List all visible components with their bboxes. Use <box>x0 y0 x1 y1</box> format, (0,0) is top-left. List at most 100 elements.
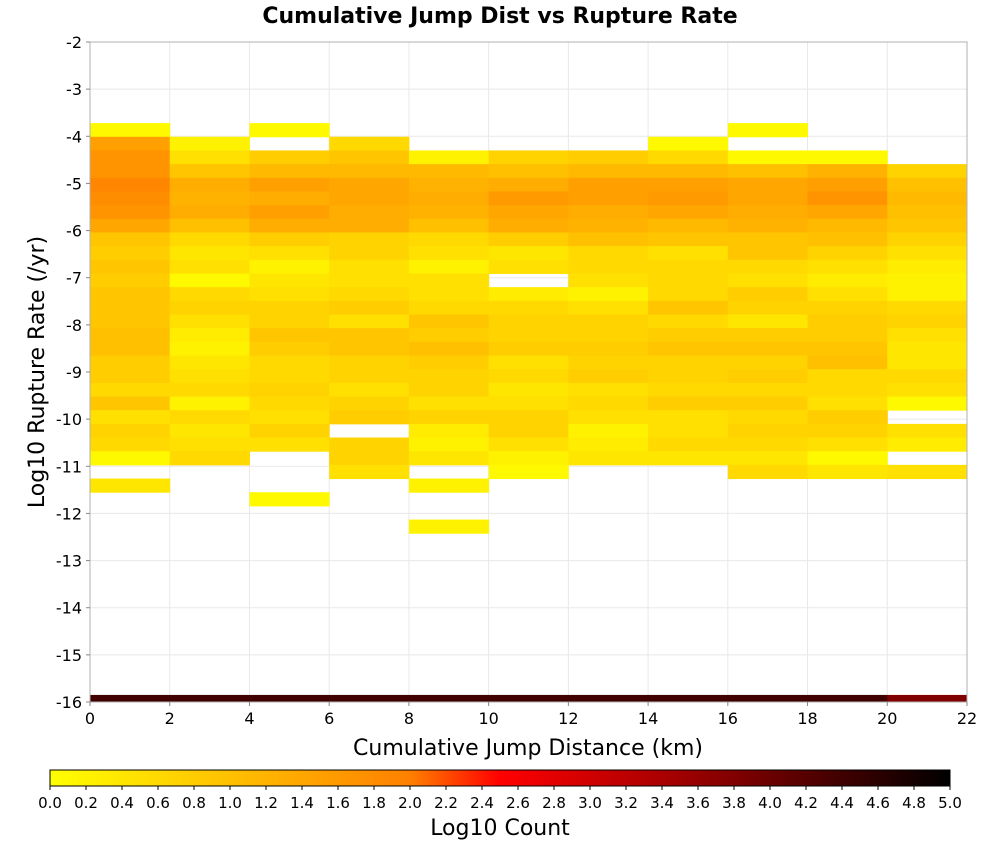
heatmap-cell <box>249 150 330 165</box>
heatmap-cell <box>408 382 490 398</box>
heatmap-cell <box>329 369 410 384</box>
x-tick-label: 20 <box>877 709 897 728</box>
heatmap-cell <box>169 136 250 151</box>
heatmap-cell <box>807 287 888 302</box>
x-tick-label: 18 <box>797 709 817 728</box>
heatmap-cell <box>887 314 968 329</box>
heatmap-cell <box>249 694 330 702</box>
y-tick-label: -6 <box>66 222 82 241</box>
heatmap-cell <box>488 464 569 480</box>
heatmap-cell <box>90 355 171 370</box>
heatmap-cell <box>727 694 809 702</box>
heatmap-cell <box>807 328 888 343</box>
heatmap-cell <box>648 694 729 702</box>
heatmap-cell <box>887 287 968 302</box>
heatmap-cell <box>249 355 330 370</box>
heatmap-cell <box>249 314 330 329</box>
heatmap-cell <box>329 451 410 466</box>
heatmap-cell <box>169 410 250 425</box>
heatmap-cell <box>90 259 171 274</box>
heatmap-cell <box>568 369 649 384</box>
heatmap-cell <box>568 314 649 329</box>
heatmap-cell <box>488 694 569 702</box>
colorbar-tick-label: 0.4 <box>110 794 134 812</box>
x-axis-label: Cumulative Jump Distance (km) <box>353 736 703 761</box>
heatmap-cell <box>887 177 968 192</box>
heatmap-cell <box>807 273 888 288</box>
heatmap-cell <box>90 396 171 411</box>
heatmap-cell <box>90 382 171 398</box>
heatmap-cell <box>408 451 490 466</box>
heatmap-cell <box>329 136 410 151</box>
colorbar-tick-label: 3.6 <box>686 794 710 812</box>
chart-title: Cumulative Jump Dist vs Rupture Rate <box>262 4 737 29</box>
heatmap-cell <box>568 273 649 288</box>
heatmap-cell <box>329 437 410 452</box>
heatmap-cell <box>329 232 410 247</box>
heatmap-cell <box>887 232 968 247</box>
heatmap-cell <box>169 437 250 452</box>
heatmap-cell <box>90 314 171 329</box>
heatmap-cell <box>329 694 410 702</box>
heatmap-cell <box>408 177 490 192</box>
heatmap-cell <box>727 314 809 329</box>
heatmap-cell <box>408 164 490 179</box>
colorbar-tick-label: 4.6 <box>866 794 890 812</box>
heatmap-cell <box>648 191 729 206</box>
heatmap-cell <box>408 259 490 274</box>
y-tick-label: -11 <box>56 457 82 476</box>
heatmap-cell <box>648 232 729 247</box>
heatmap-cell <box>568 205 649 220</box>
heatmap-cell <box>887 464 968 480</box>
heatmap-cell <box>249 164 330 179</box>
colorbar-tick-label: 1.0 <box>218 794 242 812</box>
heatmap-cell <box>568 410 649 425</box>
heatmap-cell <box>90 437 171 452</box>
heatmap-cell <box>807 451 888 466</box>
heatmap-cell <box>249 246 330 261</box>
heatmap-cell <box>648 136 729 151</box>
heatmap-cell <box>887 191 968 206</box>
heatmap-cell <box>169 287 250 302</box>
heatmap-cell <box>329 464 410 480</box>
heatmap-cell <box>807 232 888 247</box>
heatmap-cell <box>807 437 888 452</box>
heatmap-cell <box>568 382 649 398</box>
heatmap-cell <box>169 423 250 439</box>
heatmap-cell <box>249 123 330 138</box>
y-tick-label: -12 <box>56 504 82 523</box>
y-tick-label: -14 <box>56 599 82 618</box>
heatmap-cell <box>329 191 410 206</box>
heatmap-cell <box>488 451 569 466</box>
heatmap-cell <box>648 164 729 179</box>
heatmap-cell <box>887 246 968 261</box>
heatmap-cell <box>807 300 888 315</box>
heatmap-cell <box>329 273 410 288</box>
heatmap-cell <box>488 177 569 192</box>
heatmap-cell <box>568 287 649 302</box>
heatmap-cell <box>408 246 490 261</box>
heatmap-cell <box>887 694 968 702</box>
heatmap-cell <box>90 287 171 302</box>
heatmap-cell <box>169 150 250 165</box>
heatmap-cell <box>648 382 729 398</box>
heatmap-cell <box>408 150 490 165</box>
heatmap-cell <box>90 423 171 439</box>
heatmap-cell <box>90 369 171 384</box>
heatmap-cell <box>648 300 729 315</box>
colorbar-tick-label: 3.2 <box>614 794 638 812</box>
heatmap-cell <box>169 218 250 233</box>
heatmap-cell <box>807 150 888 165</box>
heatmap-cell <box>329 382 410 398</box>
y-tick-label: -13 <box>56 552 82 571</box>
colorbar-tick-label: 3.0 <box>578 794 602 812</box>
heatmap-cell <box>488 205 569 220</box>
heatmap-cell <box>408 410 490 425</box>
heatmap-cell <box>408 396 490 411</box>
heatmap-cell <box>488 287 569 302</box>
heatmap-cell <box>249 191 330 206</box>
heatmap-cell <box>568 164 649 179</box>
heatmap-cell <box>169 369 250 384</box>
heatmap-cell <box>568 300 649 315</box>
